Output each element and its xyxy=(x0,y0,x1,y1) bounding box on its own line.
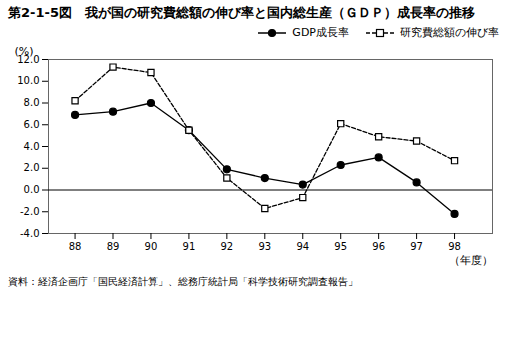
svg-text:0.0: 0.0 xyxy=(24,184,40,195)
svg-text:12.0: 12.0 xyxy=(17,53,40,65)
svg-text:6.0: 6.0 xyxy=(24,119,40,130)
svg-text:90: 90 xyxy=(145,241,158,252)
svg-text:8.0: 8.0 xyxy=(24,97,40,108)
html-text:第2-1-5図 我が国の研究費総額の伸び率と国内総生産（ＧＤ: 第2-1-5図 我が国の研究費総額の伸び率と国内総生産（ＧＤＰ）成長率の推移 xyxy=(8,5,475,20)
svg-text:93: 93 xyxy=(258,241,271,252)
svg-text:92: 92 xyxy=(220,241,233,252)
html-text:資料：経済企画庁「国民経済計算」、総務庁統計局「科学技術研究: 資料：経済企画庁「国民経済計算」、総務庁統計局「科学技術研究調査報告」 xyxy=(8,276,358,287)
svg-text:96: 96 xyxy=(372,241,385,252)
svg-text:(%): (%) xyxy=(15,45,34,58)
svg-text:4.0: 4.0 xyxy=(24,141,40,152)
svg-text:89: 89 xyxy=(107,241,120,252)
svg-text:10.0: 10.0 xyxy=(17,75,39,86)
html-text:研究費総額の伸び率: 研究費総額の伸び率 xyxy=(400,26,499,39)
svg-text:98: 98 xyxy=(448,241,461,252)
svg-text:2.0: 2.0 xyxy=(24,162,40,173)
svg-text:95: 95 xyxy=(334,241,347,252)
svg-text:94: 94 xyxy=(296,241,309,252)
svg-text:88: 88 xyxy=(69,241,82,252)
svg-text:97: 97 xyxy=(410,241,423,252)
svg-text:-2.0: -2.0 xyxy=(20,206,40,217)
svg-text:-4.0: -4.0 xyxy=(20,228,40,239)
html-text:GDP成長率: GDP成長率 xyxy=(292,26,349,39)
svg-text:（年度）: （年度） xyxy=(449,254,493,267)
svg-text:91: 91 xyxy=(183,241,196,252)
